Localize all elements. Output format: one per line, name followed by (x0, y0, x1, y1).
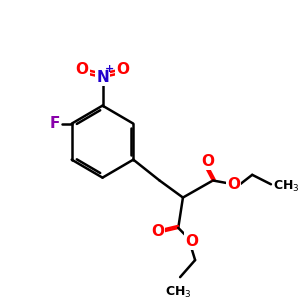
Text: O: O (151, 224, 164, 239)
Text: CH$_3$: CH$_3$ (273, 178, 299, 194)
Text: CH$_3$: CH$_3$ (165, 285, 192, 300)
Text: O: O (201, 154, 214, 169)
Text: O: O (117, 62, 130, 77)
Text: N: N (96, 70, 109, 85)
Text: O: O (75, 62, 88, 77)
Text: O: O (185, 234, 198, 249)
Text: F: F (50, 116, 60, 131)
Text: +: + (104, 64, 114, 74)
Text: O: O (227, 177, 240, 192)
